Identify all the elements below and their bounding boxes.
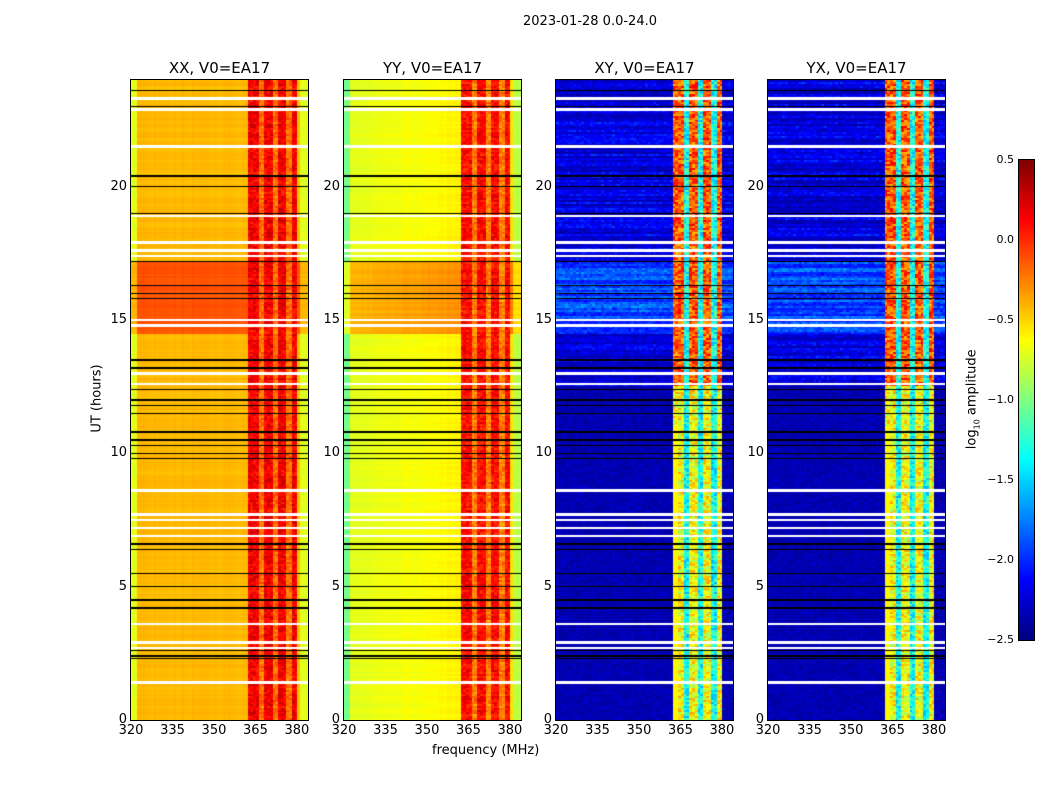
heatmap-panel-2 [343,79,522,721]
colorbar-tick-label: −1.5 [987,473,1014,486]
heatmap-image [344,80,521,720]
heatmap-panel-3 [555,79,734,721]
colorbar-tick-label: −2.5 [987,633,1014,646]
y-tick-label: 0 [755,712,764,727]
y-tick-label: 15 [535,312,552,327]
x-axis-label: frequency (MHz) [432,743,540,758]
x-tick-label: 320 [543,723,569,738]
y-tick-label: 5 [118,578,127,594]
heatmap-image [768,80,945,720]
x-tick-label: 380 [709,723,735,738]
x-tick-label: 335 [585,723,610,738]
y-tick-label: 10 [747,445,764,461]
x-tick-label: 320 [331,723,357,738]
heatmap-panel-1 [130,79,309,721]
y-tick-label: 15 [323,312,340,327]
x-tick-label: 350 [838,723,864,738]
y-tick-label: 5 [331,578,340,594]
figure-title: 2023-01-28 0.0-24.0 [523,14,657,29]
x-tick-label: 335 [373,723,398,738]
x-tick-label: 380 [921,723,947,738]
y-tick-label: 0 [543,712,552,727]
panel-title: YY, V0=EA17 [382,59,483,77]
colorbar-tick-label: −0.5 [987,313,1014,326]
colorbar-tick-label: −2.0 [987,553,1014,566]
y-tick-label: 0 [331,712,340,727]
panel-title: YX, V0=EA17 [806,59,907,77]
x-tick-label: 320 [118,723,144,738]
y-tick-label: 20 [323,178,340,194]
y-tick-label: 10 [110,445,127,461]
colorbar [1018,159,1035,641]
x-tick-label: 380 [284,723,310,738]
y-tick-label: 20 [535,178,552,194]
x-tick-label: 335 [160,723,185,738]
x-tick-label: 350 [201,723,227,738]
y-tick-label: 20 [747,178,764,194]
y-tick-label: 5 [543,578,552,594]
y-tick-label: 15 [110,312,127,327]
x-tick-label: 380 [497,723,523,738]
heatmap-image [131,80,308,720]
y-axis-label: UT (hours) [89,364,105,433]
y-tick-label: 20 [110,178,127,194]
colorbar-gradient [1019,160,1034,640]
y-tick-label: 10 [535,445,552,461]
x-tick-label: 365 [456,723,481,738]
x-tick-label: 365 [668,723,693,738]
x-tick-label: 335 [797,723,822,738]
x-tick-label: 365 [243,723,268,738]
y-tick-label: 0 [118,712,127,727]
y-tick-label: 10 [323,445,340,461]
x-tick-label: 350 [626,723,652,738]
colorbar-tick-label: 0.0 [996,233,1015,246]
x-tick-label: 365 [880,723,905,738]
heatmap-image [556,80,733,720]
x-tick-label: 320 [755,723,781,738]
y-tick-label: 15 [747,312,764,327]
heatmap-panel-4 [767,79,946,721]
panel-title: XY, V0=EA17 [594,59,695,77]
y-tick-label: 5 [755,578,764,594]
panel-title: XX, V0=EA17 [168,59,271,77]
x-tick-label: 350 [414,723,440,738]
colorbar-tick-label: −1.0 [987,393,1014,406]
colorbar-tick-label: 0.5 [996,153,1015,166]
